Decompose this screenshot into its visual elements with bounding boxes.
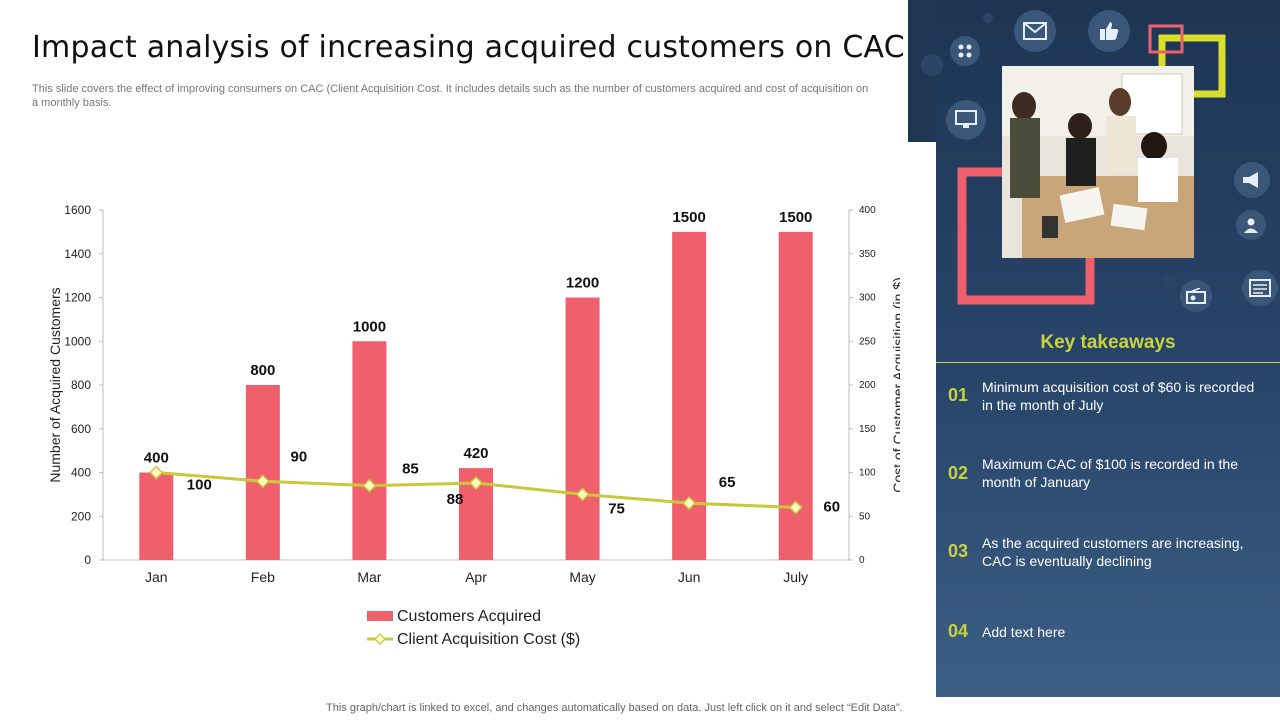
cac-marker (575, 487, 590, 502)
team-meeting-photo (1002, 66, 1194, 258)
legend-label: Customers Acquired (397, 608, 541, 625)
bar-data-label: 420 (463, 445, 488, 462)
takeaway-text: Maximum CAC of $100 is recorded in the m… (982, 456, 1238, 490)
network-icon (950, 36, 980, 66)
legend-label: Client Acquisition Cost ($) (397, 631, 580, 648)
y2-tick-label: 300 (859, 293, 876, 304)
y-tick-label: 1200 (64, 291, 91, 305)
line-data-label: 85 (402, 461, 419, 478)
bar-data-label: 1500 (779, 209, 812, 226)
page-number: 59 (1252, 700, 1266, 714)
y2-tick-label: 50 (859, 511, 871, 522)
bar-customers-acquired (245, 385, 280, 560)
bar-data-label: 1500 (672, 209, 705, 226)
bar-data-label: 1200 (566, 275, 599, 292)
y2-axis-title: Cost of Customer Acquisition (in $) (890, 277, 900, 493)
x-tick-label: Feb (251, 569, 275, 585)
cac-marker (255, 474, 270, 489)
y2-tick-label: 100 (859, 468, 876, 479)
bar-customers-acquired (672, 231, 707, 560)
takeaway-text: Add text here (982, 624, 1066, 640)
slide-title: Impact analysis of increasing acquired c… (32, 30, 905, 65)
y-tick-label: 1400 (64, 247, 91, 261)
x-tick-label: May (569, 569, 595, 585)
newspaper-icon (1242, 270, 1278, 306)
slide-subtitle: This slide covers the effect of improvin… (32, 83, 869, 109)
y-tick-label: 200 (71, 509, 91, 523)
y-tick-label: 400 (71, 466, 91, 480)
legend-swatch-marker (374, 633, 386, 645)
bar-customers-acquired (139, 472, 174, 560)
y-tick-label: 800 (71, 378, 91, 392)
x-tick-label: Mar (357, 569, 381, 585)
megaphone-icon (1234, 162, 1270, 198)
bar-data-label: 1000 (353, 318, 386, 335)
line-data-label: 65 (719, 474, 736, 491)
x-tick-label: Jan (145, 569, 168, 585)
x-tick-label: July (783, 569, 808, 585)
combo-chart[interactable]: 0 200 400 600 800 1000 1200 1400 1600 0 50 100 150 20… (0, 190, 900, 670)
radio-icon (1180, 280, 1212, 312)
mail-icon (1014, 10, 1056, 52)
takeaway-number: 01 (948, 385, 969, 405)
takeaway-number: 04 (948, 621, 969, 641)
y-tick-label: 1600 (64, 203, 91, 217)
cac-marker (149, 465, 164, 480)
cac-marker (788, 500, 803, 515)
thumbs-up-icon (1088, 10, 1130, 52)
takeaway-number: 03 (948, 541, 969, 561)
legend-swatch-bar (367, 611, 393, 621)
decor-dot (983, 13, 993, 23)
y2-tick-label: 0 (859, 555, 865, 566)
y2-tick-label: 150 (859, 424, 876, 435)
decor-dot (1163, 275, 1177, 289)
bar-customers-acquired (565, 297, 600, 560)
key-takeaways-divider (936, 362, 1280, 363)
y2-tick-label: 250 (859, 336, 876, 347)
y2-tick-label: 350 (859, 249, 876, 260)
takeaway-text: As the acquired customers are increasing… (982, 535, 1244, 569)
cac-marker (682, 496, 697, 511)
line-data-label: 100 (187, 477, 212, 494)
takeaway-text: Minimum acquisition cost of $60 is recor… (982, 379, 1255, 413)
y-axis-title: Number of Acquired Customers (47, 287, 63, 482)
small-pink-frame (1148, 24, 1184, 54)
footer-note: This graph/chart is linked to excel, and… (326, 702, 903, 714)
bar-data-label: 800 (250, 362, 275, 379)
line-data-label: 75 (608, 500, 625, 517)
key-takeaways-title: Key takeaways (1040, 332, 1176, 353)
x-tick-label: Jun (678, 569, 701, 585)
y2-tick-label: 400 (859, 205, 876, 216)
takeaway-number: 02 (948, 463, 969, 483)
cac-marker (468, 475, 484, 491)
line-data-label: 90 (291, 448, 308, 465)
line-data-label: 88 (447, 491, 464, 508)
y2-tick-label: 200 (859, 380, 876, 391)
y-tick-label: 0 (84, 553, 91, 567)
computer-icon (946, 100, 986, 140)
bar-customers-acquired (352, 341, 387, 560)
bar-data-label: 400 (144, 450, 169, 467)
line-data-label: 60 (823, 499, 840, 516)
y-tick-label: 600 (71, 422, 91, 436)
person-icon (1236, 210, 1266, 240)
x-tick-label: Apr (465, 569, 487, 585)
decor-dot (921, 54, 943, 76)
y-tick-label: 1000 (64, 334, 91, 348)
cac-marker (362, 478, 377, 493)
